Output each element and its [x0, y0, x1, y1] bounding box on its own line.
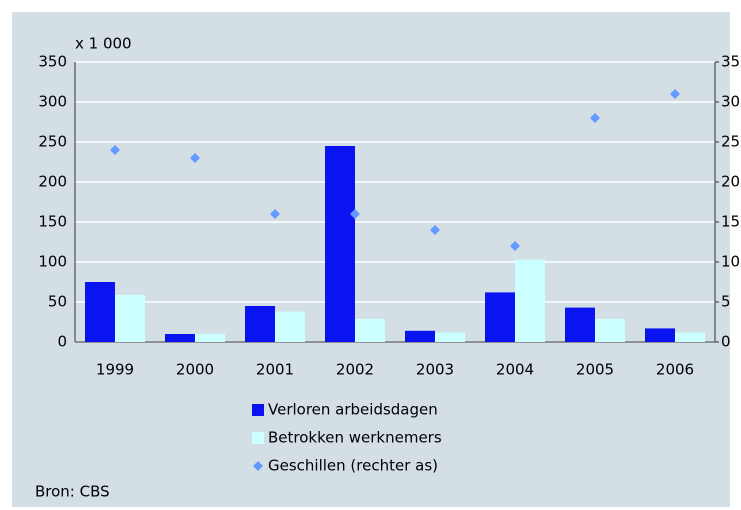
- legend-swatch: [252, 432, 264, 444]
- bar: [85, 282, 115, 342]
- bar: [245, 306, 275, 342]
- legend-swatch: [252, 404, 264, 416]
- y-tick-label: 300: [38, 93, 67, 111]
- x-tick-label: 2001: [256, 361, 294, 379]
- bar: [595, 318, 625, 342]
- bar: [435, 332, 465, 342]
- y2-tick-label: 25: [721, 133, 740, 151]
- bar: [405, 330, 435, 342]
- y2-tick-label: 5: [721, 293, 731, 311]
- point: [510, 241, 520, 251]
- y2-tick-label: 10: [721, 253, 740, 271]
- bar: [165, 334, 195, 342]
- x-tick-label: 2002: [336, 361, 374, 379]
- point: [430, 225, 440, 235]
- x-tick-label: 2004: [496, 361, 534, 379]
- y2-tick-label: 0: [721, 333, 731, 351]
- bar: [115, 294, 145, 342]
- bar: [675, 332, 705, 342]
- bar: [355, 318, 385, 342]
- bar: [485, 292, 515, 342]
- y-tick-label: 100: [38, 253, 67, 271]
- bar: [275, 311, 305, 342]
- y-tick-label: 250: [38, 133, 67, 151]
- y2-tick-label: 15: [721, 213, 740, 231]
- y-tick-label: 200: [38, 173, 67, 191]
- x-tick-label: 2006: [656, 361, 694, 379]
- bar: [565, 307, 595, 342]
- y2-tick-label: 35: [721, 53, 740, 71]
- point: [670, 89, 680, 99]
- point: [590, 113, 600, 123]
- x-tick-label: 2005: [576, 361, 614, 379]
- x-tick-label: 2003: [416, 361, 454, 379]
- bar: [515, 259, 545, 342]
- x-tick-label: 2000: [176, 361, 214, 379]
- legend-label: Verloren arbeidsdagen: [268, 401, 438, 419]
- y2-tick-label: 20: [721, 173, 740, 191]
- y-tick-label: 50: [48, 293, 67, 311]
- source: Bron: CBS: [35, 483, 110, 501]
- point: [270, 209, 280, 219]
- bar: [325, 146, 355, 342]
- legend-label: Betrokken werknemers: [268, 429, 442, 447]
- legend-label: Geschillen (rechter as): [268, 457, 438, 475]
- chart-background: [12, 12, 730, 507]
- bar: [195, 334, 225, 342]
- bar: [645, 328, 675, 342]
- x-tick-label: 1999: [96, 361, 134, 379]
- point: [190, 153, 200, 163]
- point: [110, 145, 120, 155]
- y-tick-label: 150: [38, 213, 67, 231]
- y-tick-label: 350: [38, 53, 67, 71]
- legend-swatch: [253, 461, 263, 471]
- unit-label: x 1 000: [75, 35, 132, 53]
- point: [350, 209, 360, 219]
- y-tick-label: 0: [57, 333, 67, 351]
- y2-tick-label: 30: [721, 93, 740, 111]
